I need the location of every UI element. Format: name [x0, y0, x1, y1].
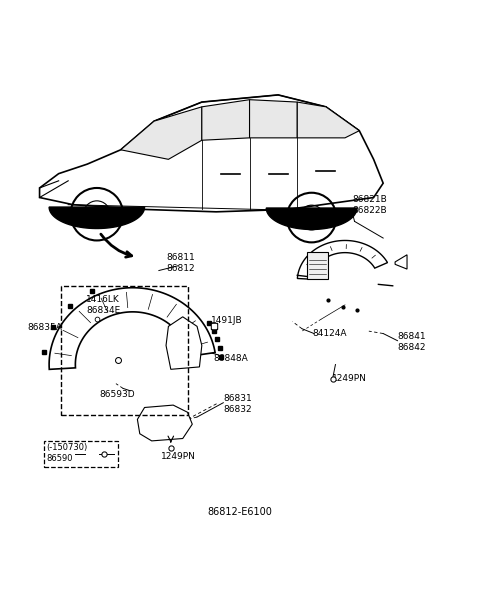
- Text: 1416LK
86834E: 1416LK 86834E: [86, 295, 120, 315]
- FancyBboxPatch shape: [307, 252, 328, 279]
- Text: 86841
86842: 86841 86842: [397, 332, 426, 352]
- Text: 86831
86832: 86831 86832: [223, 394, 252, 414]
- Polygon shape: [395, 255, 407, 269]
- Polygon shape: [137, 405, 192, 441]
- Bar: [44, 441, 118, 467]
- Polygon shape: [298, 240, 387, 280]
- Text: (-150730)
86590: (-150730) 86590: [47, 443, 88, 463]
- Bar: [61, 286, 188, 414]
- PathPatch shape: [39, 95, 383, 212]
- Text: 86821B
86822B: 86821B 86822B: [352, 195, 387, 215]
- Text: 1249PN: 1249PN: [332, 374, 367, 384]
- Polygon shape: [266, 208, 357, 229]
- Polygon shape: [49, 288, 215, 370]
- PathPatch shape: [120, 107, 202, 159]
- Text: 86593D: 86593D: [99, 390, 135, 399]
- Polygon shape: [49, 207, 144, 229]
- Text: 1249PN: 1249PN: [161, 452, 196, 460]
- PathPatch shape: [202, 100, 250, 140]
- Text: 86811
86812: 86811 86812: [166, 253, 195, 273]
- Text: 1491JB: 1491JB: [211, 316, 243, 325]
- Polygon shape: [166, 317, 202, 369]
- PathPatch shape: [297, 102, 360, 138]
- Text: 86812-E6100: 86812-E6100: [207, 508, 273, 517]
- Text: 84124A: 84124A: [312, 329, 347, 338]
- PathPatch shape: [250, 100, 297, 138]
- Text: 86848A: 86848A: [214, 354, 249, 363]
- Text: 86835A: 86835A: [28, 323, 62, 332]
